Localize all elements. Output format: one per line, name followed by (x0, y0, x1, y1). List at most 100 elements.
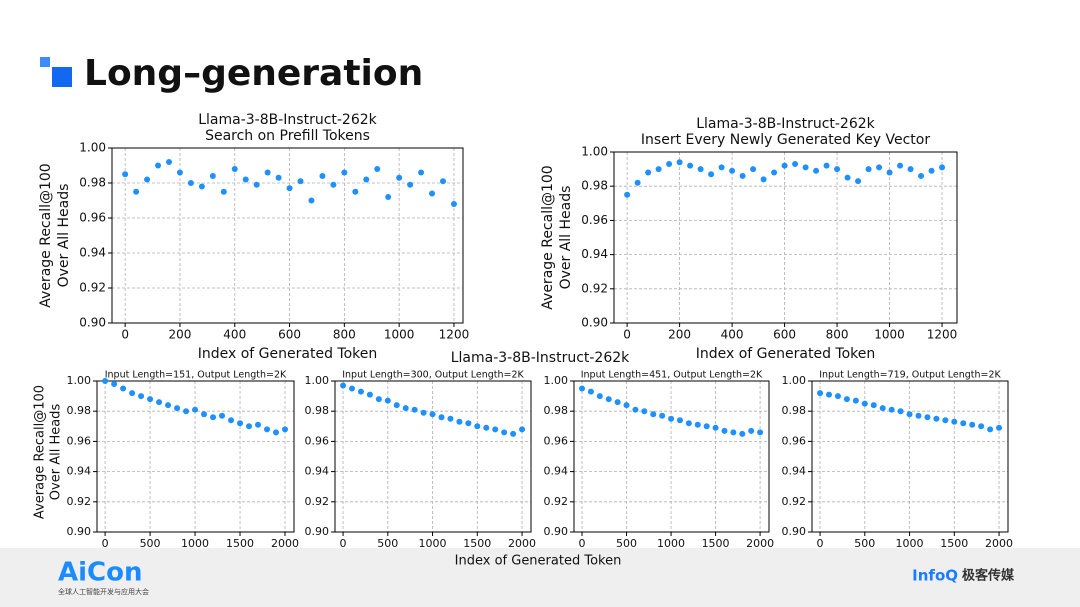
point (906, 411, 913, 418)
x-tick-label: 0 (623, 328, 631, 342)
y-tick-label: 0.98 (544, 404, 569, 417)
point (349, 385, 356, 392)
x-tick-label: 1500 (940, 537, 968, 550)
footer-logo: InfoQ (912, 567, 958, 585)
point (721, 427, 728, 434)
point (888, 406, 895, 413)
point (264, 169, 271, 176)
point (739, 430, 746, 437)
point (760, 176, 767, 183)
point (918, 172, 925, 179)
point (823, 162, 830, 169)
point (870, 402, 877, 409)
y-tick-label: 1.00 (67, 374, 92, 387)
point (659, 412, 666, 419)
plot-frame (96, 380, 295, 533)
y-tick-label: 0.90 (79, 316, 106, 330)
point (897, 408, 904, 415)
x-tick-label: 1200 (439, 328, 470, 342)
y-tick-label: 0.96 (79, 211, 106, 225)
point (122, 171, 129, 178)
point (876, 164, 883, 171)
point (813, 167, 820, 174)
point (456, 418, 463, 425)
y-axis-label: Average Recall@100 (540, 165, 556, 309)
point (187, 180, 194, 186)
chart-title: Search on Prefill Tokens (205, 128, 370, 144)
y-tick-label: 0.98 (79, 176, 106, 190)
point (228, 417, 235, 424)
point (201, 411, 208, 418)
point (357, 388, 364, 395)
point (933, 415, 940, 422)
point (120, 385, 127, 392)
x-tick-label: 2000 (746, 537, 774, 550)
point (393, 402, 400, 409)
point (231, 166, 238, 172)
point (792, 160, 799, 167)
y-tick-label: 0.92 (782, 495, 807, 508)
y-tick-label: 0.90 (782, 525, 807, 538)
point (942, 417, 949, 424)
point (465, 420, 472, 427)
y-tick-label: 0.94 (67, 465, 92, 478)
point (614, 399, 621, 406)
point (641, 408, 648, 415)
point (219, 412, 226, 419)
point (969, 421, 976, 428)
point (385, 194, 392, 200)
y-tick-label: 0.92 (67, 495, 92, 508)
point (729, 167, 736, 174)
y-tick-label: 1.00 (782, 374, 807, 387)
point (852, 397, 859, 404)
plot-frame (573, 380, 770, 533)
x-tick-label: 1500 (226, 537, 254, 550)
x-tick-label: 1000 (896, 537, 924, 550)
point (703, 423, 710, 430)
slide-title: Long–generation (84, 53, 423, 94)
x-tick-label: 400 (223, 328, 246, 342)
y-tick-label: 0.94 (305, 465, 330, 478)
point (418, 169, 425, 176)
footer-subtitle: 全球人工智能开发与应用大会 (58, 587, 149, 596)
point (624, 191, 631, 198)
point (897, 162, 904, 169)
y-tick-label: 0.92 (544, 495, 569, 508)
y-tick-label: 0.94 (79, 246, 106, 260)
point (865, 166, 872, 173)
point (879, 405, 886, 412)
point (623, 402, 630, 409)
point (366, 391, 373, 398)
y-tick-label: 0.98 (782, 404, 807, 417)
y-tick-label: 0.90 (305, 525, 330, 538)
y-tick-label: 0.92 (305, 495, 330, 508)
x-tick-label: 200 (668, 328, 691, 342)
point (928, 167, 935, 174)
chart-title: Llama-3-8B-Instruct-262k (198, 112, 377, 128)
y-axis-label: Average Recall@100 (38, 163, 54, 307)
point (246, 423, 253, 430)
x-tick-label: 500 (377, 537, 398, 550)
point (587, 388, 594, 395)
point (176, 169, 183, 176)
x-axis-label: Index of Generated Token (198, 346, 378, 362)
x-tick-label: 1000 (657, 537, 685, 550)
point (492, 426, 499, 433)
plot-frame (334, 380, 532, 533)
point (666, 160, 673, 167)
x-axis-label: Index of Generated Token (696, 346, 876, 362)
point (352, 188, 359, 195)
chart-title: Insert Every Newly Generated Key Vector (641, 132, 930, 148)
point (210, 414, 217, 421)
y-tick-label: 1.00 (544, 374, 569, 387)
y-tick-label: 0.98 (305, 404, 330, 417)
point (748, 427, 755, 434)
point (708, 171, 715, 178)
y-tick-label: 0.98 (581, 179, 608, 193)
point (483, 424, 490, 431)
point (438, 414, 445, 421)
chart-title: Input Length=451, Output Length=2K (581, 370, 763, 381)
plot-frame (811, 380, 1009, 533)
footer-logo: AiCon (58, 558, 143, 588)
y-tick-label: 1.00 (581, 145, 608, 159)
